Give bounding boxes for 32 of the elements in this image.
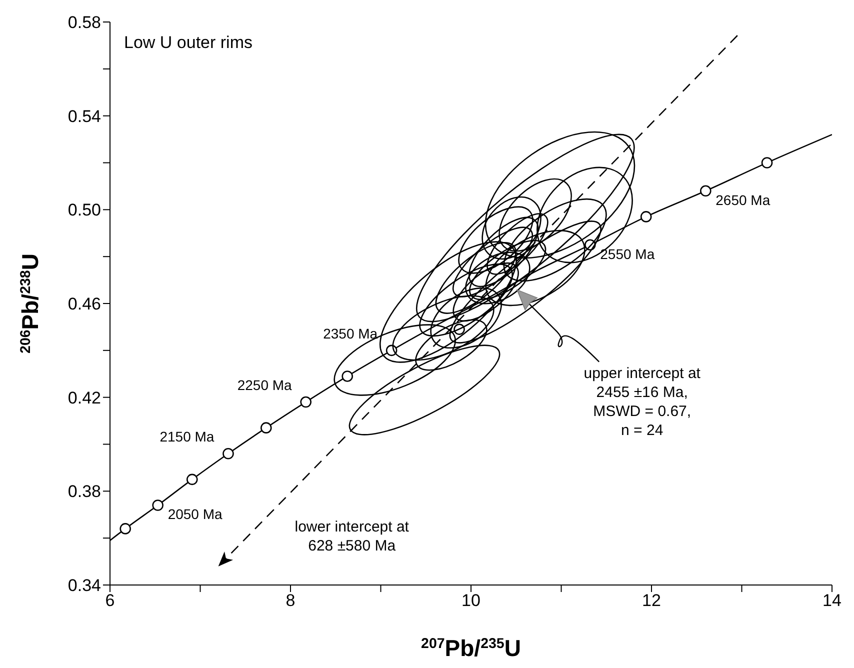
y-tick-label: 0.50 xyxy=(68,200,101,220)
y-tick-label: 0.54 xyxy=(68,106,101,126)
y-tick-label: 0.46 xyxy=(68,294,101,314)
annotation: 2550 Ma xyxy=(600,246,655,262)
x-tick-label: 14 xyxy=(822,591,842,610)
x-tick-label: 6 xyxy=(105,591,115,610)
point xyxy=(342,370,354,382)
annotation: lower intercept at 628 ±580 Ma xyxy=(294,518,410,555)
y-tick-label: 0.42 xyxy=(68,388,101,408)
point xyxy=(300,396,312,408)
point xyxy=(222,448,234,460)
point xyxy=(152,500,164,511)
point xyxy=(186,474,198,486)
point xyxy=(761,157,773,168)
x-tick-label: 10 xyxy=(462,591,480,610)
y-tick-label: 0.38 xyxy=(68,482,101,502)
annotation: upper intercept at 2455 ±16 Ma, MSWD = 0.67, n = 24 xyxy=(584,364,702,439)
annotation: 2350 Ma xyxy=(323,325,378,342)
annotation: 2050 Ma xyxy=(168,506,223,522)
y-tick-label: 0.58 xyxy=(68,13,101,32)
point xyxy=(260,422,272,434)
point xyxy=(700,185,712,197)
text: Low U outer rims xyxy=(124,33,252,52)
x-tick-label: 12 xyxy=(642,591,661,610)
x-axis-title: $^{207}$Pb/$^{235}$U xyxy=(421,635,521,661)
y-tick-label: 0.34 xyxy=(68,576,101,596)
point xyxy=(120,523,131,534)
annotation: 2250 Ma xyxy=(237,377,292,394)
annotation: 2150 Ma xyxy=(160,428,214,445)
x-tick-label: 8 xyxy=(286,591,296,610)
annotation: 2650 Ma xyxy=(716,192,770,208)
point xyxy=(640,211,652,222)
